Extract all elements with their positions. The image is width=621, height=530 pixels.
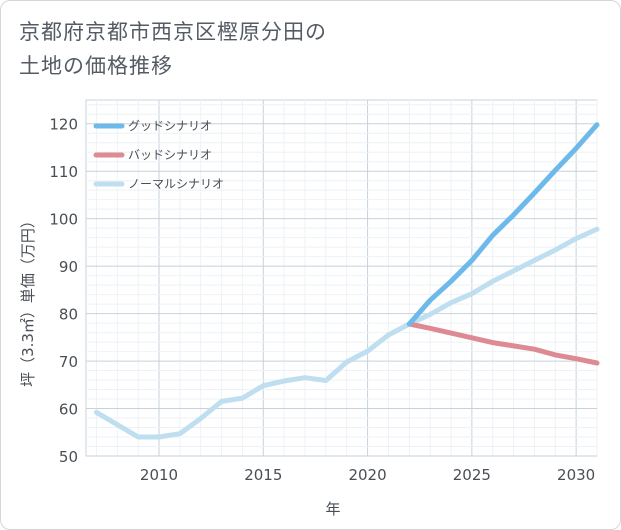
series-line-2 xyxy=(93,226,600,440)
y-tick-label: 50 xyxy=(59,448,78,466)
series-layer xyxy=(93,122,600,440)
x-tick-label: 2015 xyxy=(244,466,282,484)
tick-labels: 50 60 70 80 90 100 110 120 2010 2015 2020 2025 2030 xyxy=(49,116,595,484)
legend-label-1: バッドシナリオ xyxy=(128,148,212,162)
title-line-1: 京都府京都市西京区樫原分田の xyxy=(19,20,327,44)
series-line-1 xyxy=(406,321,600,366)
legend-label-0: グッドシナリオ xyxy=(128,119,212,133)
x-tick-label: 2025 xyxy=(453,466,491,484)
x-tick-label: 2030 xyxy=(557,466,595,484)
chart-title: 京都府京都市西京区樫原分田の 土地の価格推移 xyxy=(19,15,327,83)
y-tick-label: 80 xyxy=(59,306,78,324)
y-tick-label: 120 xyxy=(49,116,78,134)
y-tick-label: 100 xyxy=(49,211,78,229)
x-tick-label: 2010 xyxy=(140,466,178,484)
y-tick-label: 110 xyxy=(49,163,78,181)
y-tick-label: 60 xyxy=(59,401,78,419)
x-axis-label: 年 xyxy=(325,500,340,518)
legend-label-2: ノーマルシナリオ xyxy=(128,177,224,191)
y-tick-label: 90 xyxy=(59,258,78,276)
title-line-2: 土地の価格推移 xyxy=(19,54,173,78)
y-axis-label: 坪（3.3㎡）単価（万円） xyxy=(19,213,37,387)
series-line-0 xyxy=(406,122,600,327)
y-tick-label: 70 xyxy=(59,353,78,371)
x-tick-label: 2020 xyxy=(348,466,386,484)
